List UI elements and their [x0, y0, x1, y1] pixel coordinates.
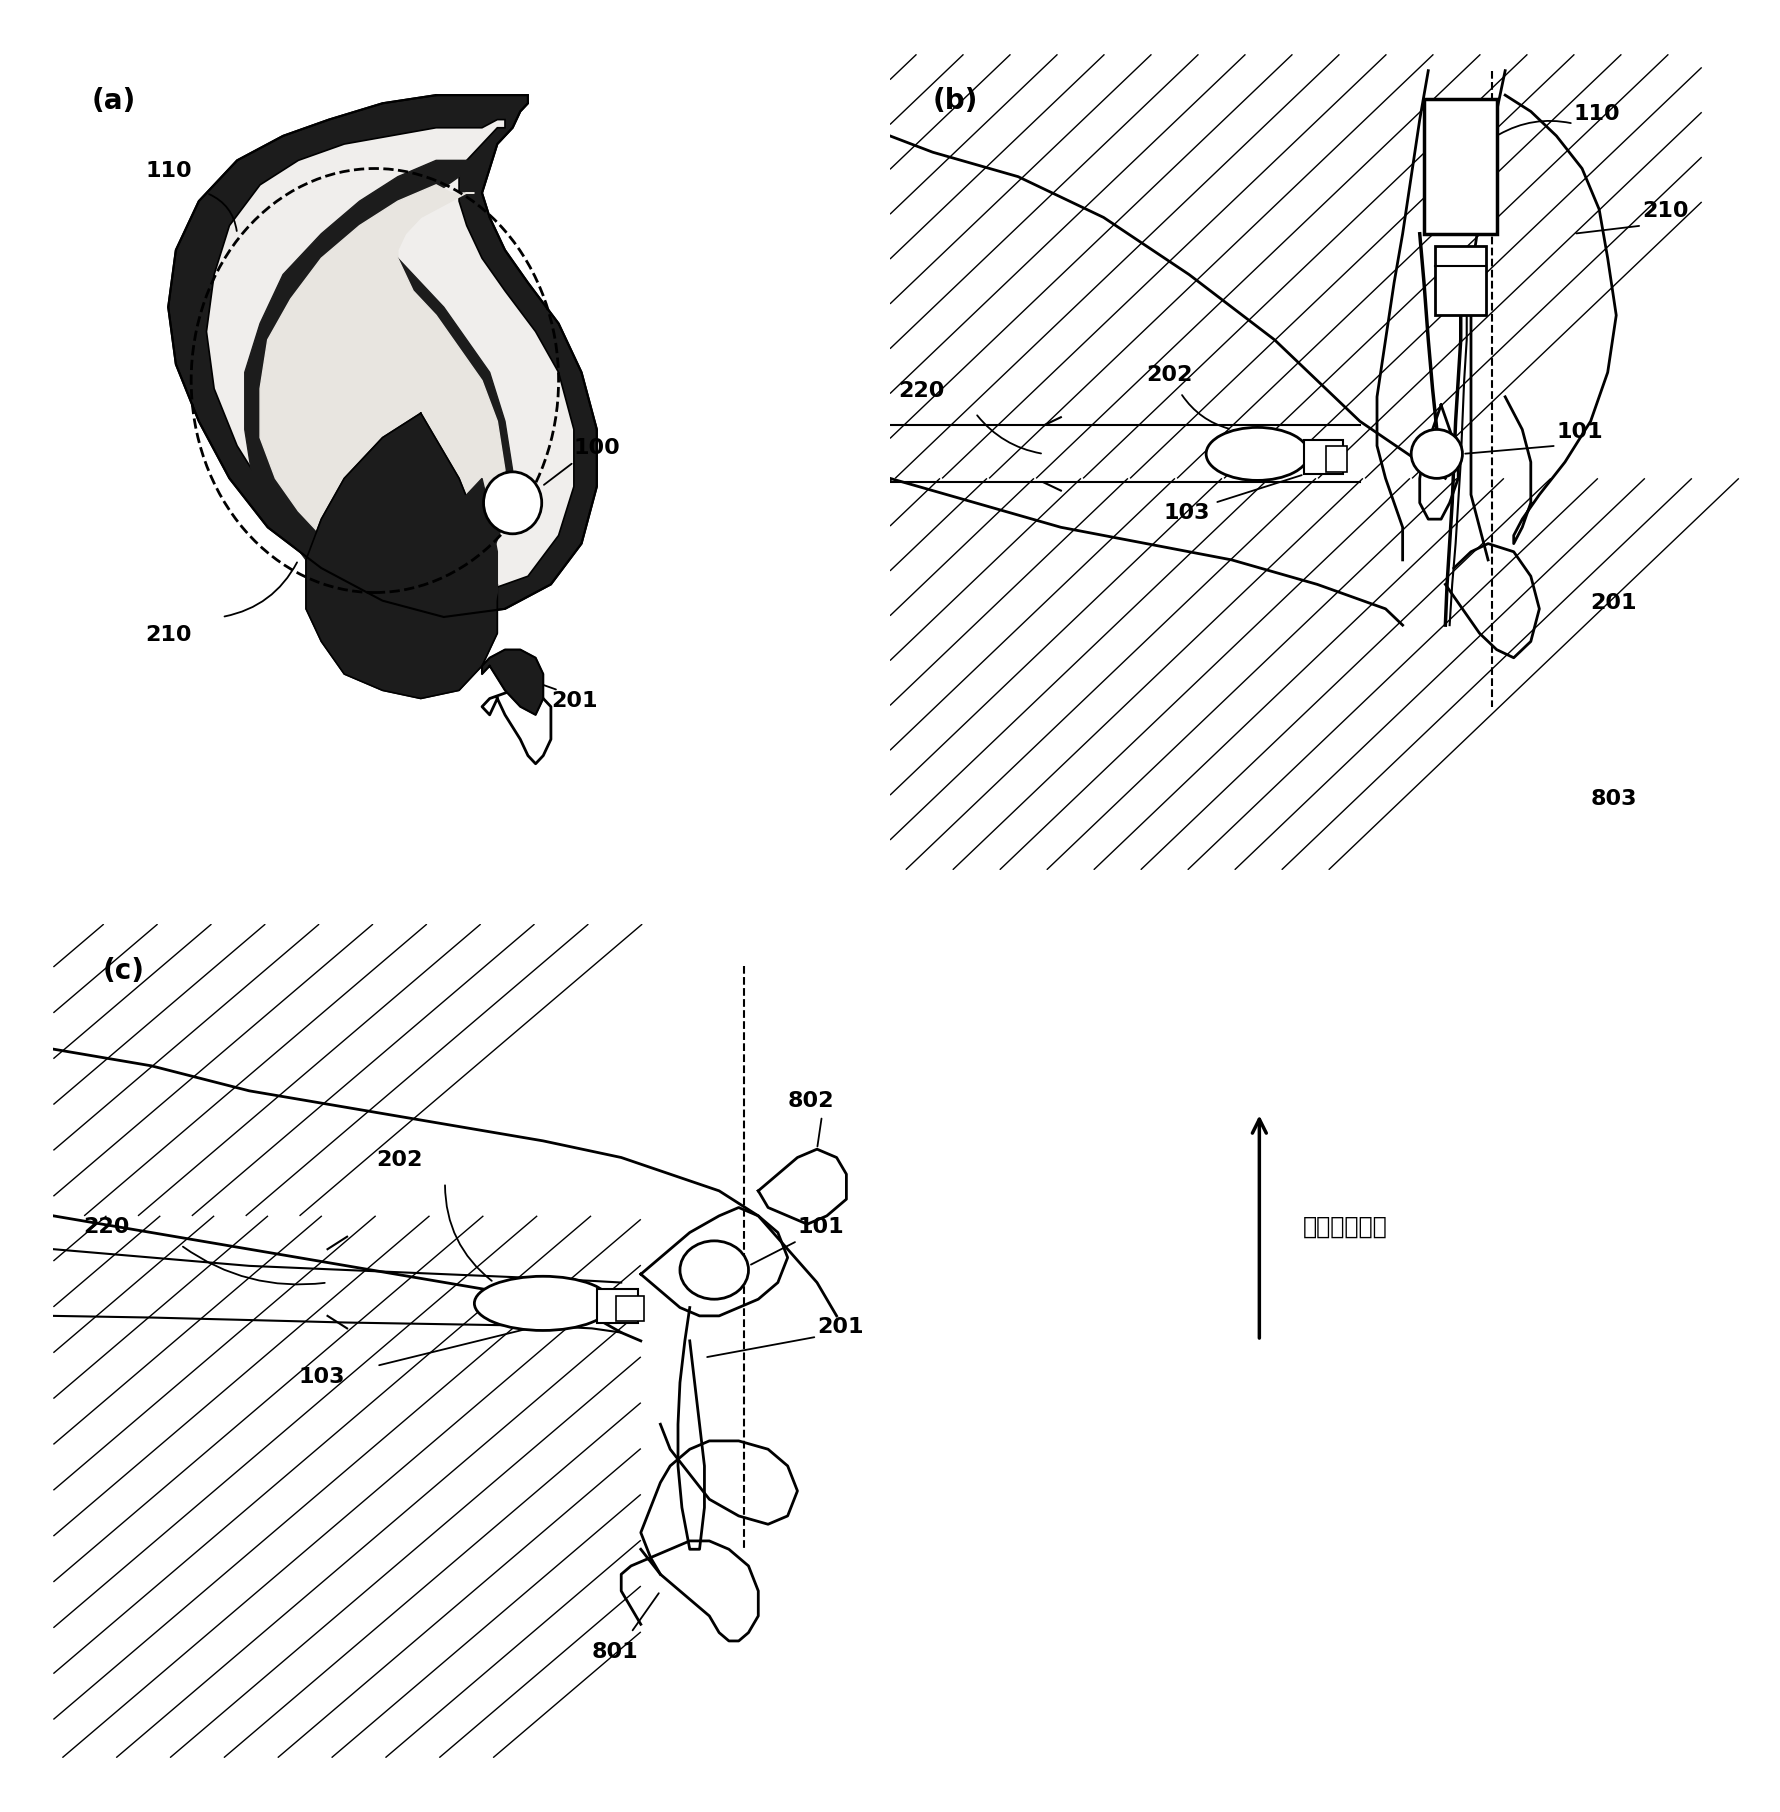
Text: 220: 220: [899, 381, 945, 400]
Text: 210: 210: [1641, 201, 1689, 221]
Text: 801: 801: [593, 1642, 639, 1662]
FancyBboxPatch shape: [1435, 246, 1486, 315]
Polygon shape: [306, 413, 497, 699]
Text: 802: 802: [789, 1091, 835, 1111]
Circle shape: [680, 1241, 749, 1299]
Text: 103: 103: [299, 1366, 345, 1386]
Text: 面部前方方向: 面部前方方向: [1303, 1214, 1388, 1239]
Text: 202: 202: [1146, 364, 1193, 384]
Circle shape: [1412, 429, 1463, 478]
Text: 101: 101: [1556, 422, 1604, 442]
Text: 101: 101: [797, 1216, 844, 1236]
Polygon shape: [260, 185, 506, 576]
Text: 803: 803: [1591, 788, 1638, 808]
FancyBboxPatch shape: [1305, 440, 1342, 475]
Polygon shape: [246, 161, 513, 602]
FancyBboxPatch shape: [1424, 100, 1497, 234]
FancyBboxPatch shape: [1326, 446, 1347, 471]
Text: 100: 100: [573, 439, 621, 458]
Text: (c): (c): [103, 957, 144, 986]
Polygon shape: [482, 651, 543, 716]
FancyBboxPatch shape: [596, 1288, 637, 1323]
Ellipse shape: [475, 1276, 612, 1330]
Polygon shape: [169, 96, 596, 616]
Circle shape: [484, 471, 541, 535]
Text: 110: 110: [146, 161, 192, 181]
Polygon shape: [206, 120, 573, 593]
Text: 103: 103: [1164, 504, 1210, 524]
Text: 220: 220: [84, 1216, 130, 1236]
FancyBboxPatch shape: [616, 1296, 644, 1321]
Text: (b): (b): [933, 87, 977, 114]
Text: 201: 201: [817, 1317, 863, 1337]
Text: 202: 202: [377, 1151, 424, 1171]
Text: 201: 201: [1591, 593, 1638, 612]
Ellipse shape: [1207, 428, 1308, 480]
Text: 201: 201: [552, 690, 598, 710]
Text: (a): (a): [93, 87, 135, 114]
Text: 110: 110: [1574, 103, 1620, 123]
Text: 210: 210: [146, 625, 192, 645]
Polygon shape: [436, 478, 497, 641]
